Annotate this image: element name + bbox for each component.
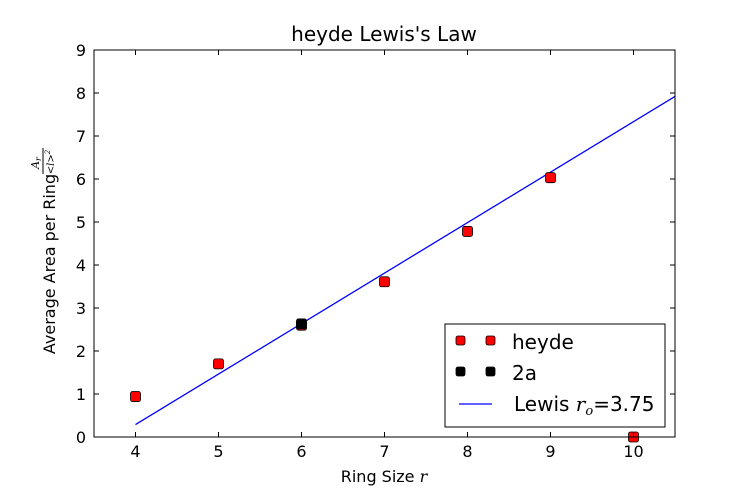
legend-marker-2a-1: [455, 366, 466, 377]
y-axis-label-numerator: Ar: [29, 156, 43, 170]
x-axis-ticks: 4 5 6 7 8 9 10: [130, 50, 644, 461]
x-tick-label: 9: [545, 442, 555, 461]
legend: heyde 2a Lewis ro=3.75: [444, 323, 666, 428]
x-tick-label: 8: [462, 442, 472, 461]
x-tick-label: 10: [623, 442, 643, 461]
legend-marker-2a-2: [485, 366, 496, 377]
data-point-2a: [296, 318, 307, 330]
y-tick-label: 9: [76, 41, 86, 60]
lewis-fit-line: [135, 95, 676, 426]
legend-label-2a: 2a: [512, 361, 537, 385]
x-tick-label: 5: [213, 442, 223, 461]
y-tick-label: 4: [76, 256, 86, 275]
y-tick-label: 6: [76, 170, 86, 189]
y-axis-label-text: Average Area per Ring: [40, 174, 59, 354]
x-tick-label: 4: [130, 442, 140, 461]
legend-box: [444, 323, 666, 428]
x-axis-label: Ring Size r: [341, 467, 429, 486]
legend-label-heyde: heyde: [512, 330, 574, 354]
y-tick-label: 5: [76, 213, 86, 232]
y-tick-label: 8: [76, 84, 86, 103]
x-tick-label: 7: [379, 442, 389, 461]
y-tick-label: 1: [76, 385, 86, 404]
x-axis-label-text: Ring Size: [341, 467, 420, 486]
fit-line-layer: [135, 95, 676, 426]
y-axis-ticks: 0 1 2 3 4 5 6 7 8 9: [76, 41, 675, 447]
chart-title: heyde Lewis's Law: [291, 22, 477, 46]
legend-entry-lewis: Lewis ro=3.75: [459, 392, 654, 419]
x-tick-label: 6: [296, 442, 306, 461]
legend-marker-heyde-2: [485, 335, 496, 346]
y-tick-label: 2: [76, 342, 86, 361]
y-axis-label-denominator: <l>2: [44, 149, 57, 174]
points-layer: [130, 172, 639, 443]
y-tick-label: 7: [76, 127, 86, 146]
y-axis-label: Average Area per Ring Ar <l>2: [29, 148, 59, 354]
data-point-heyde: [130, 391, 141, 402]
y-tick-label: 3: [76, 299, 86, 318]
y-tick-label: 0: [76, 428, 86, 447]
legend-entry-heyde: heyde: [455, 330, 574, 354]
x-axis-label-math: r: [420, 467, 429, 486]
data-point-heyde: [213, 358, 224, 370]
legend-label-lewis: Lewis ro=3.75: [514, 392, 654, 419]
data-point-heyde: [379, 276, 390, 288]
legend-marker-heyde-1: [455, 335, 466, 346]
legend-entry-2a: 2a: [455, 361, 537, 385]
data-point-heyde: [462, 226, 473, 237]
data-point-heyde: [545, 172, 556, 184]
